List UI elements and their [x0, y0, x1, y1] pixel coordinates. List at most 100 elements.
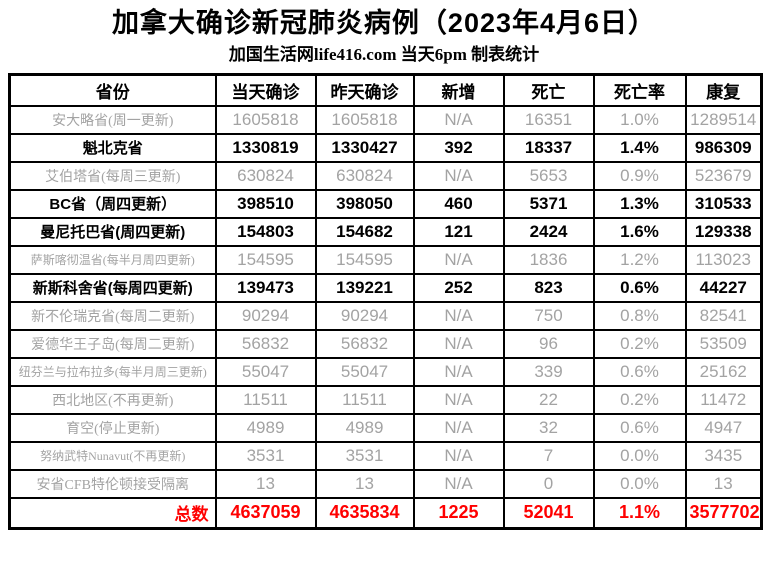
table-row: 新斯科舍省(每周四更新) 139473 139221 252 823 0.6% … [8, 272, 763, 303]
cell-death-rate: 0.9% [592, 160, 687, 191]
cell-deaths: 7 [502, 440, 595, 471]
cell-new-cases: N/A [412, 356, 505, 387]
province-name: 新斯科舍省(每周四更新) [8, 272, 217, 303]
cell-yesterday-confirmed: 11511 [314, 384, 415, 415]
cell-today-confirmed: 1330819 [214, 132, 317, 163]
cell-death-rate: 1.2% [592, 244, 687, 275]
cell-deaths: 22 [502, 384, 595, 415]
table-row: BC省（周四更新） 398510 398050 460 5371 1.3% 31… [8, 188, 763, 219]
table-row: 西北地区(不再更新) 11511 11511 N/A 22 0.2% 11472 [8, 384, 763, 415]
cell-new-cases: N/A [412, 468, 505, 499]
cell-today-confirmed: 630824 [214, 160, 317, 191]
cell-recovered: 53509 [684, 328, 763, 359]
total-deaths: 52041 [502, 496, 595, 530]
cell-yesterday-confirmed: 154595 [314, 244, 415, 275]
table-row: 育空(停止更新) 4989 4989 N/A 32 0.6% 4947 [8, 412, 763, 443]
table-row: 曼尼托巴省(周四更新) 154803 154682 121 2424 1.6% … [8, 216, 763, 247]
province-name: 努纳武特Nunavut(不再更新) [8, 440, 217, 471]
cell-deaths: 750 [502, 300, 595, 331]
table-header-row: 省份 当天确诊 昨天确诊 新增 死亡 死亡率 康复 [8, 73, 763, 107]
cell-deaths: 339 [502, 356, 595, 387]
cell-recovered: 11472 [684, 384, 763, 415]
total-recovered: 3577702 [684, 496, 763, 530]
cell-new-cases: 252 [412, 272, 505, 303]
cell-death-rate: 1.6% [592, 216, 687, 247]
cell-yesterday-confirmed: 4989 [314, 412, 415, 443]
province-name: 艾伯塔省(每周三更新) [8, 160, 217, 191]
cell-today-confirmed: 139473 [214, 272, 317, 303]
province-name: 西北地区(不再更新) [8, 384, 217, 415]
cell-yesterday-confirmed: 398050 [314, 188, 415, 219]
cell-today-confirmed: 11511 [214, 384, 317, 415]
column-header-today: 当天确诊 [214, 73, 317, 107]
cell-today-confirmed: 3531 [214, 440, 317, 471]
cell-death-rate: 0.0% [592, 468, 687, 499]
cell-today-confirmed: 56832 [214, 328, 317, 359]
cell-new-cases: 460 [412, 188, 505, 219]
cell-recovered: 25162 [684, 356, 763, 387]
cell-deaths: 16351 [502, 104, 595, 135]
table-row: 努纳武特Nunavut(不再更新) 3531 3531 N/A 7 0.0% 3… [8, 440, 763, 471]
cell-recovered: 129338 [684, 216, 763, 247]
cell-deaths: 32 [502, 412, 595, 443]
total-yesterday: 4635834 [314, 496, 415, 530]
cell-yesterday-confirmed: 1605818 [314, 104, 415, 135]
cell-yesterday-confirmed: 13 [314, 468, 415, 499]
cell-deaths: 18337 [502, 132, 595, 163]
cell-new-cases: N/A [412, 384, 505, 415]
column-header-recovered: 康复 [684, 73, 763, 107]
cell-yesterday-confirmed: 630824 [314, 160, 415, 191]
cell-death-rate: 0.6% [592, 412, 687, 443]
total-new: 1225 [412, 496, 505, 530]
cell-new-cases: N/A [412, 104, 505, 135]
cell-deaths: 823 [502, 272, 595, 303]
cell-today-confirmed: 4989 [214, 412, 317, 443]
province-name: 安大略省(周一更新) [8, 104, 217, 135]
province-name: 安省CFB特伦顿接受隔离 [8, 468, 217, 499]
cell-deaths: 2424 [502, 216, 595, 247]
cell-yesterday-confirmed: 56832 [314, 328, 415, 359]
cell-yesterday-confirmed: 55047 [314, 356, 415, 387]
cell-new-cases: N/A [412, 412, 505, 443]
cell-recovered: 82541 [684, 300, 763, 331]
cell-today-confirmed: 55047 [214, 356, 317, 387]
cell-deaths: 0 [502, 468, 595, 499]
cell-recovered: 44227 [684, 272, 763, 303]
cell-recovered: 13 [684, 468, 763, 499]
table-row: 安大略省(周一更新) 1605818 1605818 N/A 16351 1.0… [8, 104, 763, 135]
cell-recovered: 3435 [684, 440, 763, 471]
table-row: 萨斯喀彻温省(每半月周四更新) 154595 154595 N/A 1836 1… [8, 244, 763, 275]
cell-deaths: 5653 [502, 160, 595, 191]
cell-death-rate: 0.2% [592, 384, 687, 415]
cell-today-confirmed: 154803 [214, 216, 317, 247]
cell-today-confirmed: 90294 [214, 300, 317, 331]
cell-recovered: 523679 [684, 160, 763, 191]
province-name: 萨斯喀彻温省(每半月周四更新) [8, 244, 217, 275]
cell-death-rate: 0.8% [592, 300, 687, 331]
cell-death-rate: 1.3% [592, 188, 687, 219]
cell-recovered: 1289514 [684, 104, 763, 135]
cell-new-cases: N/A [412, 328, 505, 359]
cell-deaths: 96 [502, 328, 595, 359]
province-name: 新不伦瑞克省(每周二更新) [8, 300, 217, 331]
cell-death-rate: 0.2% [592, 328, 687, 359]
cell-today-confirmed: 13 [214, 468, 317, 499]
cell-new-cases: N/A [412, 160, 505, 191]
cell-yesterday-confirmed: 139221 [314, 272, 415, 303]
province-name: 纽芬兰与拉布拉多(每半月周三更新) [8, 356, 217, 387]
total-death-rate: 1.1% [592, 496, 687, 530]
total-today: 4637059 [214, 496, 317, 530]
table-body: 安大略省(周一更新) 1605818 1605818 N/A 16351 1.0… [8, 104, 763, 499]
cell-death-rate: 1.0% [592, 104, 687, 135]
cell-death-rate: 0.6% [592, 272, 687, 303]
cell-deaths: 5371 [502, 188, 595, 219]
cell-recovered: 113023 [684, 244, 763, 275]
cell-recovered: 4947 [684, 412, 763, 443]
cell-deaths: 1836 [502, 244, 595, 275]
cell-new-cases: N/A [412, 440, 505, 471]
cell-death-rate: 1.4% [592, 132, 687, 163]
province-name: 育空(停止更新) [8, 412, 217, 443]
cell-new-cases: N/A [412, 300, 505, 331]
province-name: 爱德华王子岛(每周二更新) [8, 328, 217, 359]
